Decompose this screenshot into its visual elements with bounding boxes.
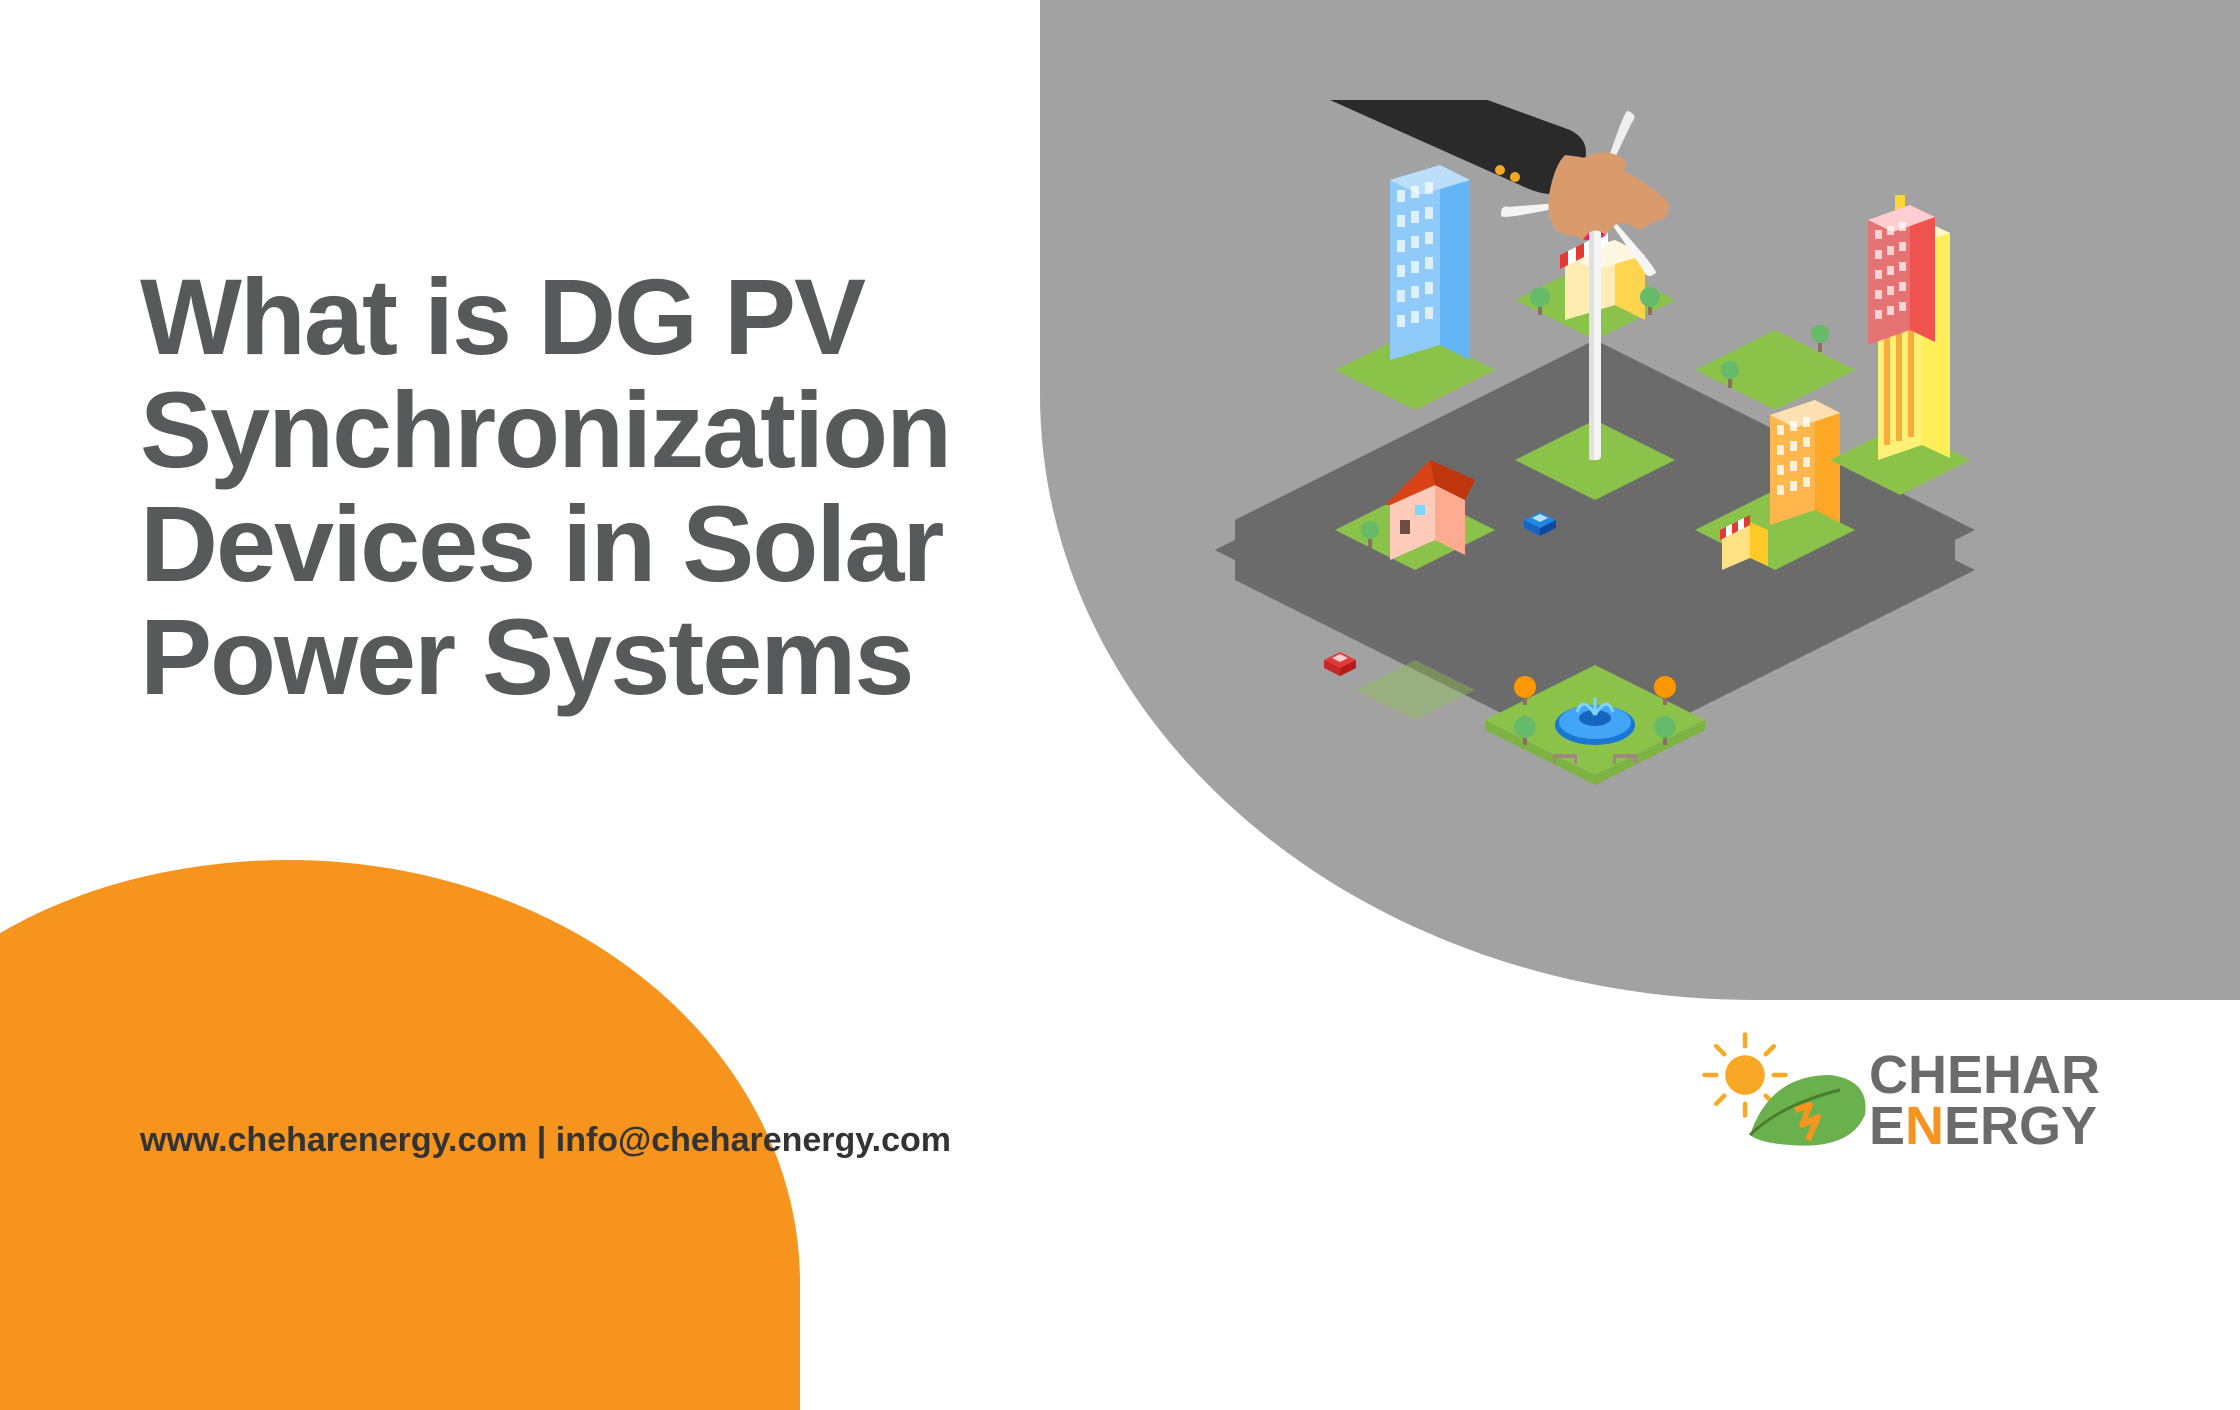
title-line-1: What is DG PV	[140, 256, 864, 377]
tile-blue-building	[1335, 165, 1495, 410]
logo-line-2-pre: E	[1869, 1096, 1905, 1156]
company-logo: CHEHAR ENERGY	[1700, 1020, 2100, 1200]
page-title: What is DG PV Synchronization Devices in…	[140, 260, 950, 714]
title-line-4: Power Systems	[140, 596, 912, 717]
logo-text: CHEHAR ENERGY	[1869, 1050, 2100, 1153]
logo-bolt-letter: N	[1905, 1096, 1944, 1156]
hand-placing	[1330, 100, 1669, 240]
tile-red-building	[1868, 205, 1935, 345]
title-line-3: Devices in Solar	[140, 483, 942, 604]
leaf-icon	[1740, 1055, 1870, 1155]
logo-line-2-post: ERGY	[1944, 1096, 2097, 1156]
title-line-2: Synchronization	[140, 369, 950, 490]
tile-fountain	[1485, 665, 1705, 785]
tile-blue-tower	[1695, 325, 1855, 410]
isometric-city-illustration: SHOP	[1070, 100, 2120, 1000]
contact-info: www.cheharenergy.com | info@cheharenergy…	[140, 1121, 951, 1160]
red-car	[1324, 652, 1356, 676]
